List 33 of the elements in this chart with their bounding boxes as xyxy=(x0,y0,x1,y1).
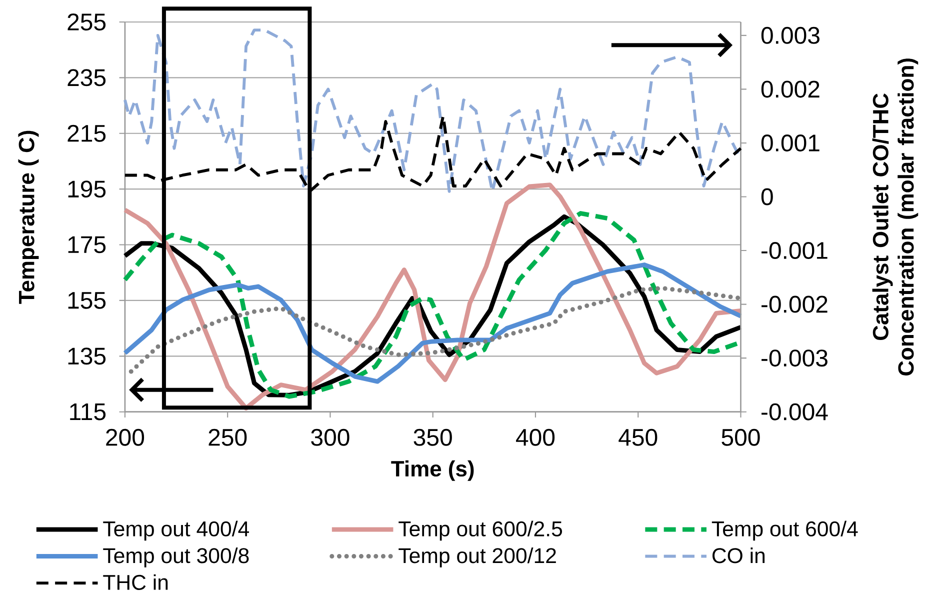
x-tick-label: 300 xyxy=(311,429,350,446)
y-tick-label: 235 xyxy=(68,69,106,86)
y-tick-label: 195 xyxy=(68,180,106,198)
x-tick-label: 350 xyxy=(414,429,452,446)
x-tick-label: 450 xyxy=(618,429,658,446)
y-tick-label: 175 xyxy=(68,236,106,254)
y2-tick-label: 0.003 xyxy=(761,27,820,44)
legend-label: Temp out 600/2.5 xyxy=(398,520,562,541)
legend-label: Temp out 300/8 xyxy=(103,548,249,568)
y2-tick-label: -0.003 xyxy=(762,350,828,367)
y2-tick-label: -0.004 xyxy=(762,403,828,420)
y-tick-label: 115 xyxy=(70,404,106,420)
y2-tick-label: -0.002 xyxy=(762,296,828,313)
y2-tick-label: 0.001 xyxy=(761,134,820,152)
x-tick-label: 200 xyxy=(106,429,144,446)
y-tick-label: 135 xyxy=(68,348,106,365)
legend-label: Temp out 400/4 xyxy=(103,520,250,541)
y-tick-label: 155 xyxy=(68,292,106,309)
y2-tick-label: -0.001 xyxy=(762,242,828,260)
x-tick-label: 500 xyxy=(722,429,760,446)
x-tick-label: 250 xyxy=(208,429,247,446)
legend-label: Temp out 600/4 xyxy=(712,520,858,541)
y-tick-label: 255 xyxy=(68,14,106,31)
y2-tick-label: 0.002 xyxy=(761,80,820,98)
legend-label: CO in xyxy=(712,548,765,564)
x-tick-label: 400 xyxy=(516,429,555,446)
y2-axis-title: Catalyst Outlet CO/THC Concentration (molar fraction) xyxy=(872,58,918,376)
y-tick-label: 215 xyxy=(68,124,106,142)
y-axis-title: Temperature ( C) xyxy=(18,130,39,304)
y2-tick-label: 0 xyxy=(761,188,773,206)
legend-label: THC in xyxy=(103,574,168,590)
legend-label: Temp out 200/12 xyxy=(398,548,556,568)
x-axis-title: Time (s) xyxy=(391,460,474,481)
